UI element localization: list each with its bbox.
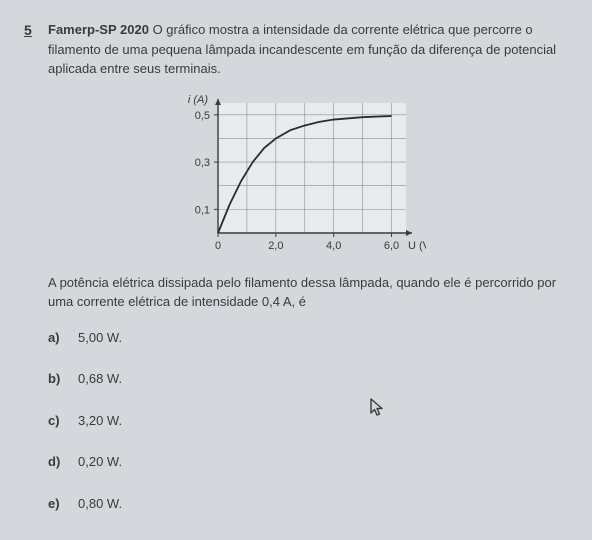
option-letter: c) bbox=[48, 411, 68, 431]
svg-text:6,0: 6,0 bbox=[384, 240, 399, 252]
svg-text:0,5: 0,5 bbox=[195, 109, 210, 121]
option-e[interactable]: e) 0,80 W. bbox=[48, 494, 568, 514]
svg-text:0,3: 0,3 bbox=[195, 157, 210, 169]
option-d[interactable]: d) 0,20 W. bbox=[48, 452, 568, 472]
svg-text:U (V): U (V) bbox=[408, 240, 426, 252]
svg-text:0: 0 bbox=[215, 240, 221, 252]
svg-text:2,0: 2,0 bbox=[268, 240, 283, 252]
question-number: 5 bbox=[24, 20, 38, 41]
question-followup: A potência elétrica dissipada pelo filam… bbox=[48, 273, 568, 312]
svg-text:i (A): i (A) bbox=[188, 94, 209, 106]
chart-container: 0 2,0 4,0 6,0 0,1 0,3 0,5 i (A) U (V) bbox=[24, 91, 568, 261]
option-letter: a) bbox=[48, 328, 68, 348]
svg-text:0,1: 0,1 bbox=[195, 204, 210, 216]
option-c[interactable]: c) 3,20 W. bbox=[48, 411, 568, 431]
option-text: 0,20 W. bbox=[78, 452, 122, 472]
option-letter: d) bbox=[48, 452, 68, 472]
option-letter: b) bbox=[48, 369, 68, 389]
question-header: 5 Famerp-SP 2020 O gráfico mostra a inte… bbox=[24, 20, 568, 79]
svg-text:4,0: 4,0 bbox=[326, 240, 341, 252]
question-source: Famerp-SP 2020 bbox=[48, 22, 149, 37]
option-b[interactable]: b) 0,68 W. bbox=[48, 369, 568, 389]
cursor-icon bbox=[370, 398, 386, 418]
option-a[interactable]: a) 5,00 W. bbox=[48, 328, 568, 348]
option-text: 3,20 W. bbox=[78, 411, 122, 431]
iv-chart: 0 2,0 4,0 6,0 0,1 0,3 0,5 i (A) U (V) bbox=[166, 91, 426, 261]
option-text: 5,00 W. bbox=[78, 328, 122, 348]
option-letter: e) bbox=[48, 494, 68, 514]
option-text: 0,68 W. bbox=[78, 369, 122, 389]
options-list: a) 5,00 W. b) 0,68 W. c) 3,20 W. d) 0,20… bbox=[48, 328, 568, 514]
question-intro: Famerp-SP 2020 O gráfico mostra a intens… bbox=[48, 20, 568, 79]
option-text: 0,80 W. bbox=[78, 494, 122, 514]
